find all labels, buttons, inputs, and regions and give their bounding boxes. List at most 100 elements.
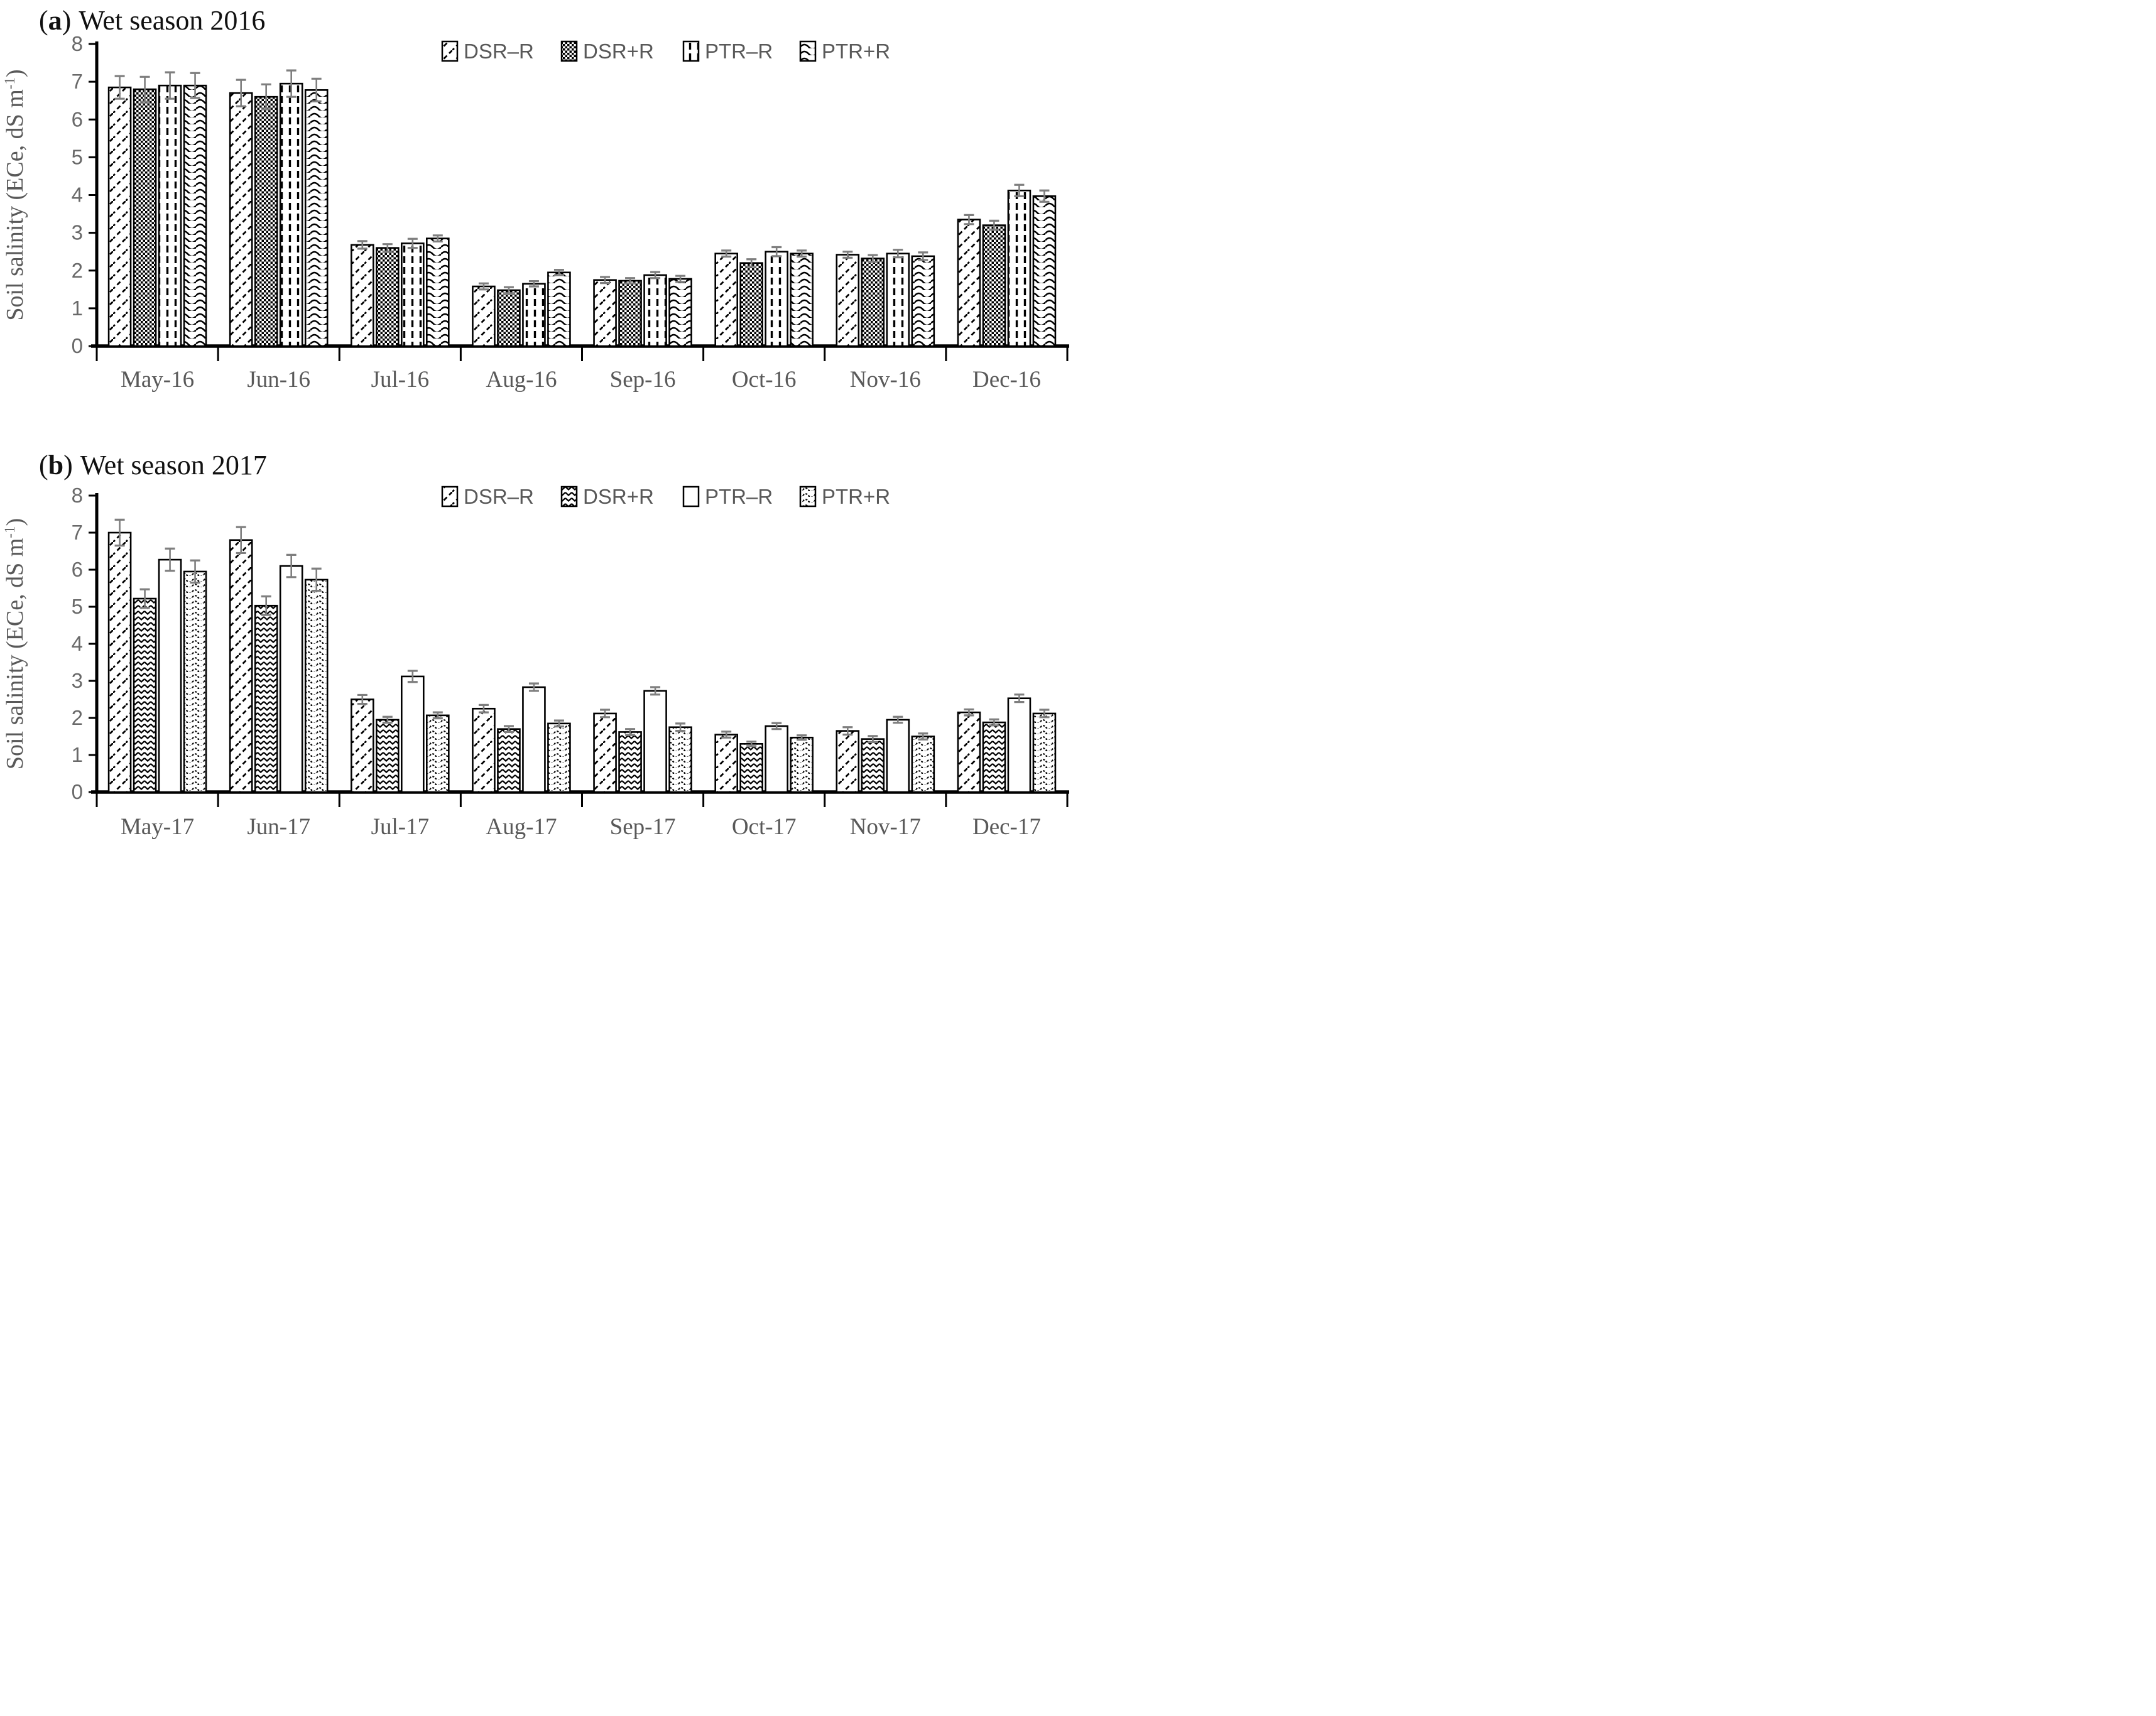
bar-ptr-r-jun-17 <box>279 565 303 793</box>
legend-swatch-wavedot-icon <box>799 486 817 508</box>
x-category-label: Jun-16 <box>247 367 310 393</box>
bar-ptr-r-jul-16 <box>401 242 425 347</box>
error-bar-dsr-r-may-16 <box>114 75 125 100</box>
legend-swatch-zigzag-icon <box>560 486 578 508</box>
x-category-label: Nov-17 <box>850 814 921 840</box>
bar-dsrplusr-aug-16 <box>497 289 521 347</box>
error-bar-ptrplusr-sep-16 <box>675 274 686 283</box>
bar-ptr-r-nov-16 <box>886 253 910 347</box>
error-bar-ptrplusr-dec-17 <box>1039 709 1050 719</box>
error-bar-dsr-r-nov-16 <box>842 251 853 259</box>
panel-b-title: (b) Wet season 2017 <box>39 450 267 481</box>
bar-dsrplusr-nov-17 <box>861 738 885 793</box>
y-tick-label: 7 <box>72 70 83 93</box>
legend-label: PTR+R <box>822 485 890 508</box>
bar-dsrplusr-dec-16 <box>982 224 1006 347</box>
soil-salinity-figure: (a) Wet season 2016 Soil salinity (ECe, dS… <box>0 0 1078 858</box>
error-bar-dsrplusr-aug-17 <box>503 725 514 734</box>
y-tick-label: 1 <box>72 743 83 766</box>
error-bar-ptr-r-dec-17 <box>1014 693 1025 703</box>
y-tick-label: 7 <box>72 521 83 544</box>
y-tick-label: 3 <box>72 221 83 244</box>
bar-ptr-r-may-17 <box>158 558 182 793</box>
y-tick-label: 2 <box>72 259 83 282</box>
error-bar-dsr-r-may-17 <box>114 518 125 547</box>
error-bar-dsrplusr-oct-16 <box>746 258 757 268</box>
title-paren-open: ( <box>39 450 48 481</box>
x-category-label: Jun-17 <box>247 814 310 840</box>
title-paren-open: ( <box>39 5 48 36</box>
error-bar-ptr-r-nov-17 <box>893 715 903 724</box>
y-axis-label-sup: -1 <box>2 77 18 89</box>
error-bar-ptrplusr-dec-16 <box>1039 189 1050 203</box>
bar-ptr-r-oct-17 <box>765 725 788 793</box>
error-bar-dsr-r-aug-17 <box>478 703 489 714</box>
bar-dsr-r-aug-16 <box>472 285 496 347</box>
legend-label: DSR+R <box>583 40 654 63</box>
error-bar-dsrplusr-nov-16 <box>868 254 878 263</box>
bar-dsr-r-jul-16 <box>351 244 374 347</box>
bar-dsr-r-nov-16 <box>836 254 860 347</box>
bar-ptrplusr-sep-17 <box>668 726 692 793</box>
error-bar-ptrplusr-oct-16 <box>797 249 807 258</box>
error-bar-dsr-r-sep-16 <box>600 276 611 285</box>
legend-label: PTR–R <box>705 485 773 508</box>
error-bar-ptr-r-may-16 <box>165 71 175 100</box>
error-bar-ptrplusr-oct-17 <box>797 734 807 741</box>
y-axis-label: Soil salinity (ECe, dS m-1) <box>2 518 28 769</box>
bar-ptr-r-jun-16 <box>279 82 303 347</box>
error-bar-ptr-r-oct-16 <box>771 246 782 258</box>
legend-item-ptrplusr: PTR+R <box>799 40 890 63</box>
bar-ptr-r-dec-17 <box>1007 697 1032 793</box>
error-bar-dsrplusr-oct-17 <box>746 741 757 747</box>
bar-ptr-r-may-16 <box>158 84 182 347</box>
legend-label: DSR+R <box>583 485 654 508</box>
bar-ptr-r-aug-17 <box>522 686 546 793</box>
bar-dsr-r-may-16 <box>107 86 132 347</box>
error-bar-dsr-r-sep-17 <box>600 709 611 719</box>
bar-ptrplusr-aug-17 <box>547 722 571 793</box>
legend-item-ptrplusr: PTR+R <box>799 485 890 508</box>
error-bar-ptr-r-jul-16 <box>407 237 418 249</box>
error-bar-dsrplusr-jun-17 <box>261 595 271 616</box>
y-axis-label: Soil salinity (ECe, dS m-1) <box>2 69 28 320</box>
error-bar-ptr-r-jun-17 <box>286 553 297 578</box>
title-paren-close: ) <box>62 5 72 36</box>
x-category-label: Sep-17 <box>610 814 676 840</box>
error-bar-ptrplusr-may-16 <box>190 72 200 99</box>
y-tick-label: 8 <box>72 484 83 507</box>
x-category-label: Jul-16 <box>371 367 430 393</box>
y-tick-label: 8 <box>72 32 83 55</box>
panel-b: (b) Wet season 2017 Soil salinity (ECe, dS… <box>0 429 1078 858</box>
x-category-label: Aug-16 <box>486 367 557 393</box>
error-bar-dsrplusr-may-17 <box>139 588 150 609</box>
legend-swatch-plain-icon <box>682 486 700 508</box>
bar-ptrplusr-oct-17 <box>790 736 814 793</box>
y-tick-label: 0 <box>72 334 83 357</box>
legend-swatch-wave-icon <box>799 40 817 62</box>
error-bar-ptr-r-jun-16 <box>286 69 297 98</box>
bar-ptr-r-sep-16 <box>643 274 667 347</box>
bar-ptrplusr-jul-16 <box>426 237 450 347</box>
bar-dsr-r-oct-16 <box>714 253 738 347</box>
error-bar-ptr-r-dec-16 <box>1014 183 1025 197</box>
error-bar-ptr-r-sep-17 <box>650 686 661 696</box>
bar-ptr-r-nov-17 <box>886 719 910 793</box>
x-category-label: Oct-16 <box>732 367 797 393</box>
error-bar-ptr-r-aug-16 <box>528 280 539 288</box>
bar-dsrplusr-oct-17 <box>739 742 763 793</box>
y-axis-label-main: Soil salinity (ECe, dS m <box>2 89 28 320</box>
error-bar-dsrplusr-sep-16 <box>625 277 636 285</box>
bar-dsrplusr-sep-17 <box>618 731 642 793</box>
error-bar-ptrplusr-may-17 <box>190 559 200 584</box>
error-bar-dsr-r-jul-17 <box>357 693 368 705</box>
title-letter: a <box>48 5 62 36</box>
x-category-label: May-16 <box>121 367 194 393</box>
error-bar-dsr-r-jun-17 <box>236 526 246 555</box>
bar-dsr-r-aug-17 <box>472 707 496 793</box>
error-bar-dsrplusr-nov-17 <box>868 735 878 743</box>
bar-dsr-r-jul-17 <box>351 698 374 793</box>
y-tick-label: 6 <box>72 107 83 131</box>
bar-dsrplusr-jun-16 <box>254 95 278 347</box>
error-bar-ptrplusr-aug-17 <box>553 719 564 728</box>
